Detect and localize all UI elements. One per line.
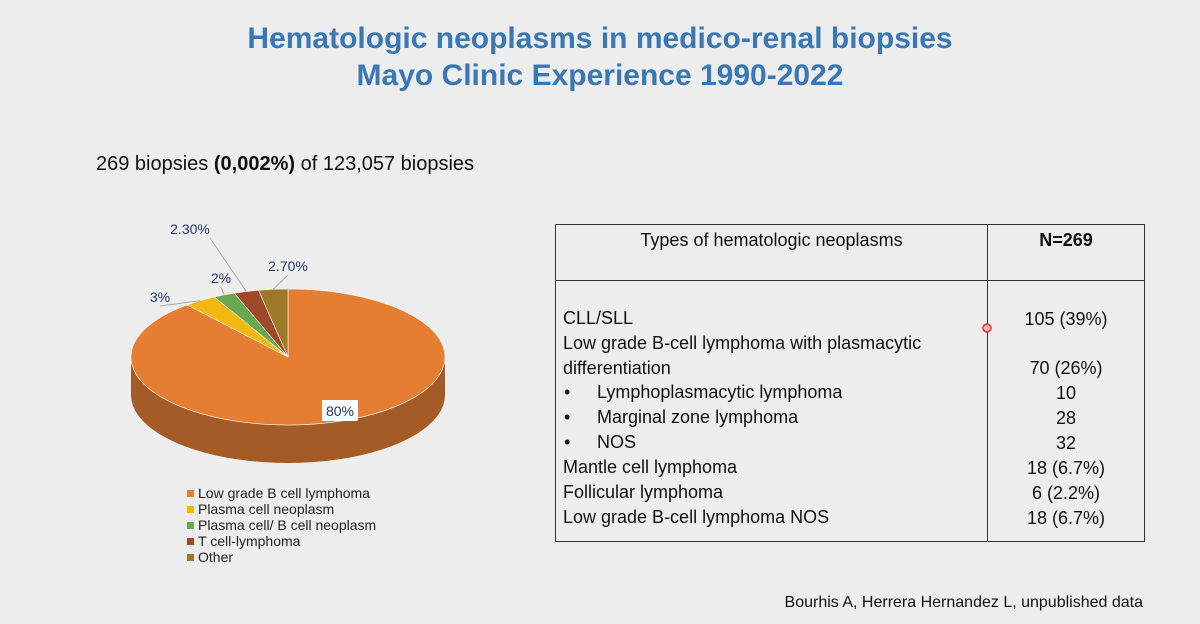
subtitle-bold: (0,002%)	[213, 153, 296, 175]
leader-line	[220, 286, 225, 296]
row-value: 10	[1055, 382, 1077, 403]
pie-slice-side	[131, 357, 445, 463]
value-label: 2.30%	[170, 221, 210, 237]
pie-slice	[258, 288, 289, 358]
legend-label: T cell-lymphoma	[198, 533, 301, 549]
subtitle-text: of 123,057 biopsies	[295, 153, 475, 175]
subtitle-text: 269 biopsies	[96, 153, 214, 175]
label-box	[322, 400, 358, 421]
row-value: 18 (6.7%)	[1026, 507, 1106, 528]
row-label: CLL/SLL	[563, 308, 634, 328]
legend-label: Other	[198, 549, 233, 565]
legend-label: Low grade B cell lymphoma	[198, 485, 370, 501]
pie-chart: 80% 3% 2% 2.30% 2.70% Low grade B cell lympho…	[130, 221, 446, 565]
leader-line	[159, 300, 201, 307]
value-label: 80%	[326, 403, 354, 419]
value-label: 2.70%	[268, 258, 308, 274]
sub-item-label: Lymphoplasmacytic lymphoma	[597, 382, 843, 402]
footnote: Bourhis A, Herrera Hernandez L, unpublis…	[784, 594, 1143, 611]
title-line: Hematologic neoplasms in medico-renal bi…	[247, 22, 953, 55]
row-label: Low grade B-cell lymphoma with plasmacyt…	[563, 333, 922, 378]
subtitle: 269 biopsies (0,002%) of 123,057 biopsie…	[96, 153, 474, 176]
row-value: 18 (6.7%)	[1026, 457, 1106, 478]
legend-swatch	[187, 506, 194, 513]
legend-swatch	[187, 538, 194, 545]
leader-line	[272, 274, 289, 290]
row-label: Mantle cell lymphoma	[563, 457, 738, 477]
title-line: Mayo Clinic Experience 1990-2022	[356, 59, 844, 92]
sub-item-label: Marginal zone lymphoma	[597, 407, 799, 427]
sub-item-label: NOS	[597, 432, 637, 452]
bullet: •	[564, 382, 571, 402]
legend-swatch	[187, 554, 194, 561]
table: Types of hematologic neoplasms N=269 CLL/S…	[555, 224, 1145, 542]
value-label: 3%	[150, 289, 170, 305]
header-cell: N=269	[1039, 230, 1093, 250]
value-label: 2%	[211, 270, 231, 286]
row-value: 105 (39%)	[1024, 308, 1108, 329]
header-cell: Types of hematologic neoplasms	[640, 230, 903, 250]
cursor-dot	[982, 323, 992, 333]
legend-label: Plasma cell/ B cell neoplasm	[198, 517, 376, 533]
row-label: Low grade B-cell lymphoma NOS	[563, 507, 830, 527]
row-value: 70 (26%)	[1029, 357, 1103, 378]
bullet: •	[564, 407, 571, 427]
row-label: Follicular lymphoma	[563, 482, 724, 502]
row-value: 32	[1055, 432, 1077, 453]
legend-swatch	[187, 490, 194, 497]
legend-label: Plasma cell neoplasm	[198, 501, 334, 517]
bullet: •	[564, 432, 571, 452]
leader-line	[209, 237, 247, 292]
column-divider	[987, 225, 988, 541]
legend-swatch	[187, 522, 194, 529]
row-value: 6 (2.2%)	[1031, 482, 1101, 503]
row-value: 28	[1055, 407, 1077, 428]
header-divider	[556, 280, 1144, 281]
